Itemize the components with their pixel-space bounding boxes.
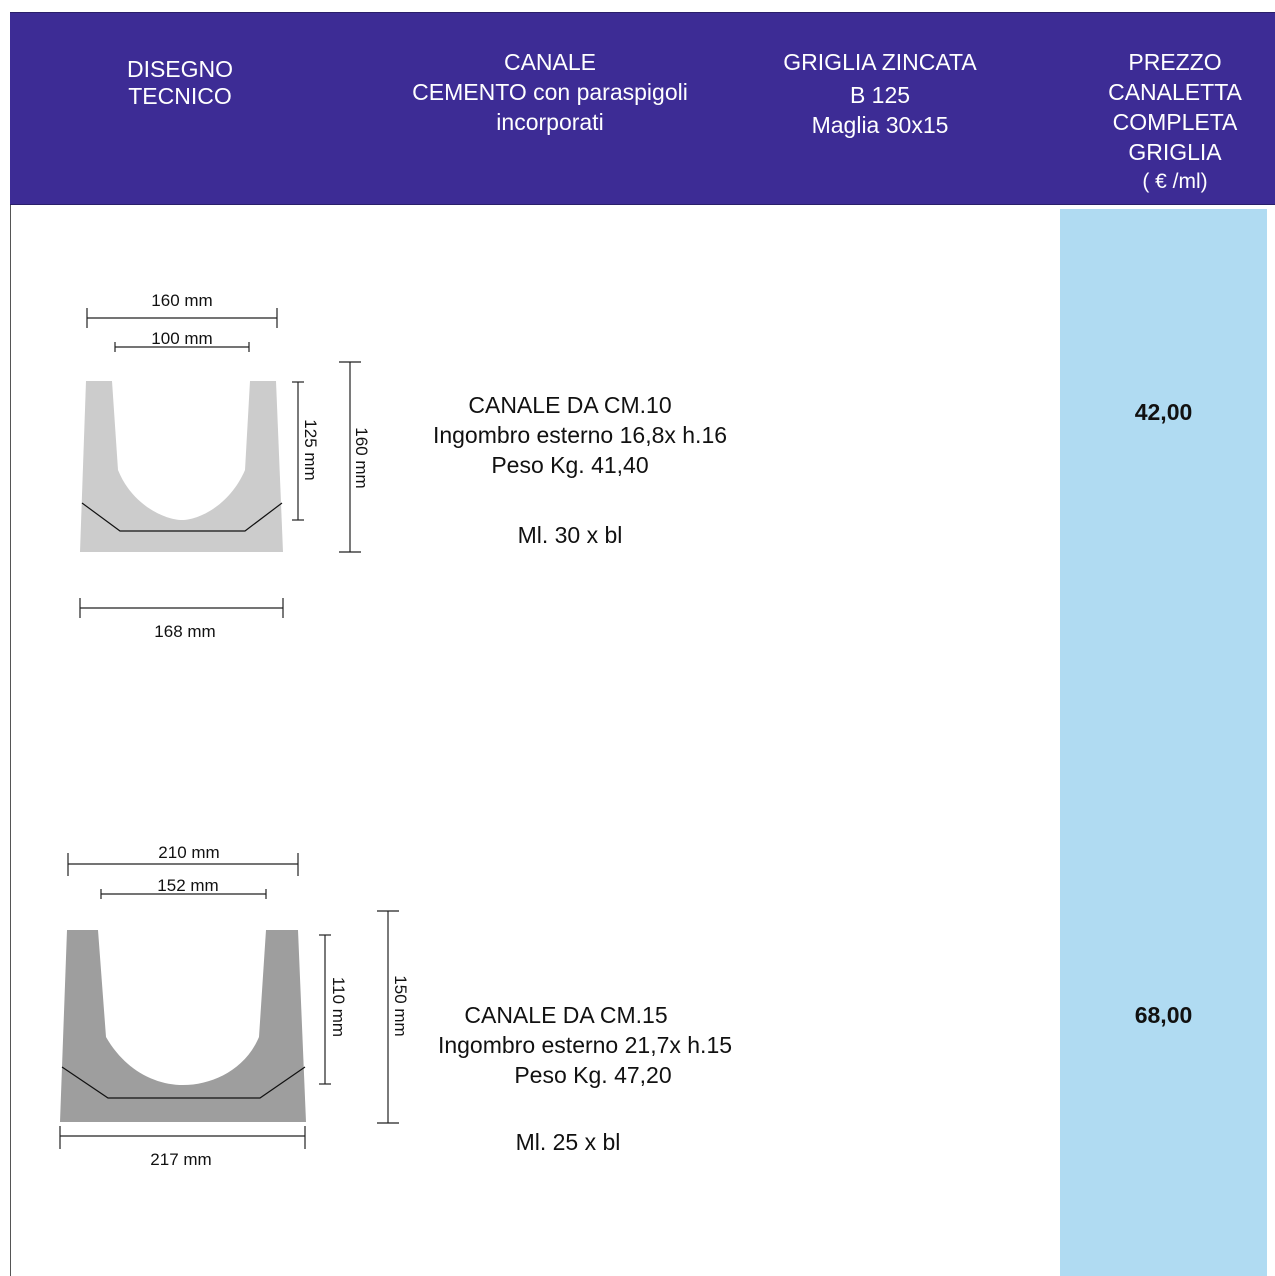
header-col4-line1: PREZZO bbox=[1128, 49, 1222, 75]
product-cm15-pack: Ml. 25 x bl bbox=[515, 1129, 621, 1155]
header-prezzo: PREZZO CANALETTA COMPLETA GRIGLIA ( € /m… bbox=[1080, 47, 1270, 197]
dim-top-outer-label: 210 mm bbox=[158, 843, 219, 862]
product-cm10-title: CANALE DA CM.10 bbox=[468, 392, 672, 418]
header-col3-line3: Maglia 30x15 bbox=[811, 112, 949, 138]
header-col1-line1: DISEGNO bbox=[126, 56, 234, 82]
product-cm15-description: CANALE DA CM.15 Ingombro esterno 21,7x h… bbox=[410, 1000, 750, 1090]
header-col2-line1: CANALE bbox=[503, 49, 597, 75]
dim-outer-height-label: 150 mm bbox=[391, 975, 410, 1036]
table-header: DISEGNO TECNICO CANALE CEMENTO con paras… bbox=[10, 12, 1275, 205]
dim-inner-height-label: 110 mm bbox=[329, 977, 348, 1037]
header-col2-line2: CEMENTO con paraspigoli bbox=[412, 79, 688, 105]
product-cm15-price: 68,00 bbox=[1134, 1002, 1193, 1028]
header-col4-line4: GRIGLIA bbox=[1128, 139, 1222, 165]
product-cm10-price: 42,00 bbox=[1134, 399, 1193, 425]
dim-top-inner-label: 100 mm bbox=[151, 329, 212, 348]
header-canale: CANALE CEMENTO con paraspigoli incorpora… bbox=[380, 47, 720, 137]
header-col4-line2: CANALETTA bbox=[1108, 79, 1242, 105]
header-col3-line2: B 125 bbox=[849, 82, 911, 108]
header-griglia-zincata: GRIGLIA ZINCATA B 125 Maglia 30x15 bbox=[750, 47, 1010, 140]
price-column bbox=[1060, 209, 1267, 1276]
product-cm10-weight: Peso Kg. 41,40 bbox=[491, 452, 649, 478]
channel-section-cm10 bbox=[80, 381, 283, 552]
technical-drawing-cm15: 210 mm 152 mm 110 mm 150 mm 217 mm bbox=[59, 843, 410, 1169]
channel-section-cm15 bbox=[60, 930, 306, 1122]
product-cm15-size: Ingombro esterno 21,7x h.15 bbox=[437, 1032, 733, 1058]
dim-outer-height-label: 160 mm bbox=[352, 427, 371, 488]
header-col4-line3: COMPLETA bbox=[1112, 109, 1238, 135]
header-col1-line2: TECNICO bbox=[128, 83, 232, 109]
header-col3-line1: GRIGLIA ZINCATA bbox=[783, 49, 977, 75]
dim-top-inner-label: 152 mm bbox=[157, 876, 218, 895]
header-col2-line3: incorporati bbox=[496, 109, 604, 135]
dim-bottom-label: 217 mm bbox=[150, 1150, 211, 1169]
product-cm10-size: Ingombro esterno 16,8x h.16 bbox=[432, 422, 728, 448]
product-cm10-pack: Ml. 30 x bl bbox=[517, 522, 623, 548]
product-cm15-title: CANALE DA CM.15 bbox=[464, 1002, 668, 1028]
header-col4-line5: ( € /ml) bbox=[1142, 170, 1208, 193]
technical-drawing-cm10: 160 mm 100 mm 125 mm 160 mm 168 mm bbox=[79, 291, 371, 641]
header-disegno-tecnico: DISEGNO TECNICO bbox=[70, 54, 290, 111]
table-left-border bbox=[10, 12, 11, 1276]
dim-inner-height-label: 125 mm bbox=[301, 419, 320, 480]
dim-top-outer-label: 160 mm bbox=[151, 291, 212, 310]
product-cm10-description: CANALE DA CM.10 Ingombro esterno 16,8x h… bbox=[400, 390, 740, 480]
product-cm15-weight: Peso Kg. 47,20 bbox=[514, 1062, 672, 1088]
dim-bottom-label: 168 mm bbox=[154, 622, 215, 641]
